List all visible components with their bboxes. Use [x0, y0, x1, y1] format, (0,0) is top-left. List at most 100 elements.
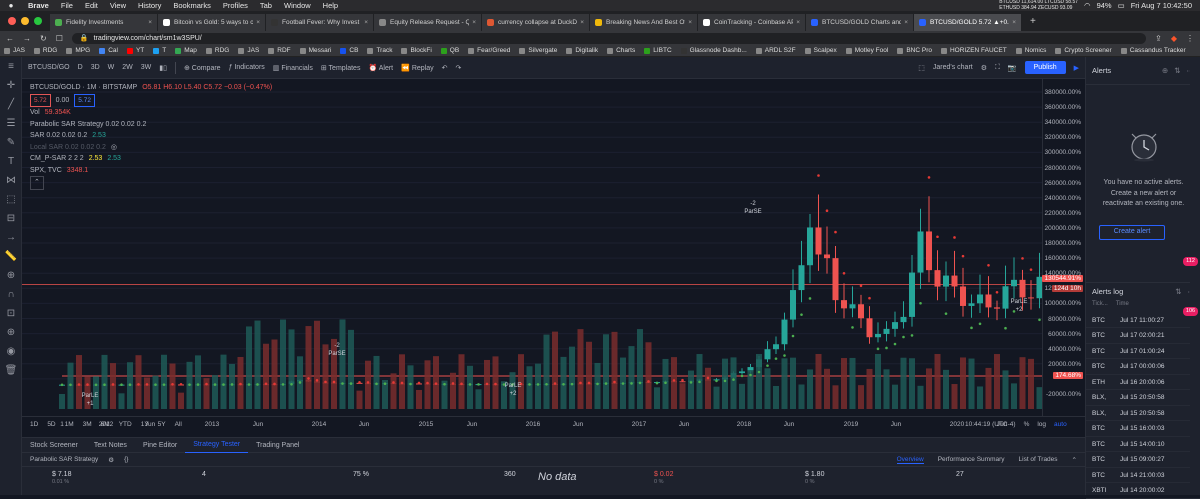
brave-shield-icon[interactable]: ◆: [1170, 33, 1177, 43]
expand-icon[interactable]: ⌃: [1071, 456, 1077, 464]
col-time[interactable]: Time: [1115, 301, 1129, 307]
bookmark-item[interactable]: BNC Pro: [897, 47, 932, 54]
bookmark-item[interactable]: RDF: [268, 47, 291, 54]
forward-icon[interactable]: →: [23, 33, 31, 43]
reload-icon[interactable]: ↻: [40, 33, 47, 43]
alert-log-row[interactable]: BLX, Jul 15 20:50:58: [1086, 406, 1200, 421]
new-tab-button[interactable]: +: [1030, 15, 1036, 27]
ruler-icon[interactable]: 📏: [4, 251, 18, 262]
minimize-window-icon[interactable]: [21, 17, 29, 25]
create-alert-button[interactable]: Create alert: [1099, 225, 1165, 240]
bookmark-item[interactable]: JAS: [238, 47, 259, 54]
spx-legend[interactable]: SPX, TVC: [30, 166, 62, 174]
url-input[interactable]: 🔒 tradingview.com/chart/sm1w3SPU/: [71, 32, 1147, 44]
bookmark-item[interactable]: Glassnode Dashb...: [680, 47, 747, 54]
strategy-legend[interactable]: Parabolic SAR Strategy 0.02 0.02 0.2: [30, 120, 147, 128]
alert-log-row[interactable]: BTC Jul 15 09:00:27: [1086, 453, 1200, 468]
bookmark-item[interactable]: Motley Fool: [845, 47, 888, 54]
close-tab-icon[interactable]: ×: [904, 19, 908, 26]
interval-d[interactable]: D: [77, 64, 83, 71]
close-window-icon[interactable]: [8, 17, 16, 25]
text-icon[interactable]: T: [7, 156, 15, 167]
col-ticker[interactable]: Tick...: [1092, 301, 1108, 307]
back-icon[interactable]: ←: [6, 33, 14, 43]
close-tab-icon[interactable]: ×: [796, 19, 800, 26]
alert-log-row[interactable]: BTC Jul 17 02:00:21: [1086, 329, 1200, 344]
zoom-window-icon[interactable]: [34, 17, 42, 25]
bookmark-item[interactable]: CB: [340, 47, 358, 54]
apple-icon[interactable]: ●: [8, 1, 14, 10]
pattern-icon[interactable]: ⋈: [6, 175, 16, 186]
range-button[interactable]: 6M: [100, 421, 110, 428]
tab-pine-editor[interactable]: Pine Editor: [142, 441, 178, 449]
local-sar-legend[interactable]: Local SAR 0.02 0.02 0.2: [30, 143, 106, 151]
brush-icon[interactable]: ✎: [6, 137, 16, 148]
alert-log-row[interactable]: ETH Jul 16 20:00:06: [1086, 375, 1200, 390]
bookmark-icon[interactable]: ☐: [55, 33, 63, 43]
menu-icon[interactable]: ≡: [8, 61, 14, 72]
close-tab-icon[interactable]: ×: [256, 19, 260, 26]
symbol-search[interactable]: BTCUSD/GO: [28, 64, 70, 71]
auto-toggle[interactable]: auto: [1054, 421, 1067, 428]
collapse-legend-icon[interactable]: ⌃: [30, 176, 44, 190]
chart-type-icon[interactable]: ▮▯: [159, 64, 167, 72]
chart-pane[interactable]: ParLE +1 -2 ParSE ParLE +2 -2 ParSE ParLE +2 BTCU…: [22, 79, 1085, 416]
interval-3d[interactable]: 3D: [90, 64, 100, 71]
browser-tab[interactable]: CoinTracking - Coinbase API Im×: [698, 14, 806, 31]
browser-tab[interactable]: Football Fever: Why Invest in the×: [266, 14, 374, 31]
sort-icon[interactable]: ⇅: [1174, 66, 1181, 75]
wifi-icon[interactable]: ◠: [1084, 1, 1091, 10]
lock-drawings-icon[interactable]: ⊡: [6, 308, 16, 319]
redo-icon[interactable]: ↷: [455, 64, 462, 72]
bookmark-item[interactable]: ARDL S2F: [755, 47, 796, 54]
bookmark-item[interactable]: Silvergate: [519, 47, 557, 54]
tab-stock-screener[interactable]: Stock Screener: [30, 441, 78, 449]
subtab-list-of-trades[interactable]: List of Trades: [1018, 455, 1058, 463]
bookmark-item[interactable]: Crypto Screener: [1055, 47, 1112, 54]
menu-window[interactable]: Window: [283, 1, 311, 10]
bookmark-item[interactable]: RDG: [205, 47, 229, 54]
close-tab-icon[interactable]: ×: [688, 19, 692, 26]
alert-button[interactable]: ⏰ Alert: [368, 64, 394, 72]
vol-label[interactable]: Vol: [30, 109, 40, 116]
bookmark-item[interactable]: QB: [440, 47, 459, 54]
settings-icon[interactable]: ⚙: [980, 64, 988, 72]
browser-tab[interactable]: Breaking News And Best Of The×: [590, 14, 698, 31]
range-button[interactable]: 5D: [47, 421, 56, 428]
lock-icon[interactable]: ⊕: [6, 327, 16, 338]
bookmark-item[interactable]: HORIZEN FAUCET: [940, 47, 1007, 54]
bookmark-item[interactable]: RDG: [33, 47, 57, 54]
crypto-ticker[interactable]: BTCUSD 11,614.00 LTCUSD 58.57 ETHUSD 384…: [999, 0, 1079, 11]
alert-log-row[interactable]: XBTI Jul 14 20:00:02: [1086, 484, 1200, 499]
bookmark-item[interactable]: Cassandus Tracker: [1120, 47, 1186, 54]
bookmark-item[interactable]: Fear/Greed: [468, 47, 510, 54]
alert-log-row[interactable]: BTC Jul 14 21:00:03: [1086, 468, 1200, 483]
notification-badge[interactable]: 106: [1183, 307, 1198, 316]
bookmark-item[interactable]: Charts: [607, 47, 635, 54]
bookmark-item[interactable]: Track: [367, 47, 392, 54]
menu-bookmarks[interactable]: Bookmarks: [173, 1, 211, 10]
price-axis[interactable]: 380000.00% 360000.00% 340000.00% 320000.00%…: [1042, 79, 1085, 416]
tab-trading-panel[interactable]: Trading Panel: [256, 441, 300, 449]
alert-log-row[interactable]: BTC Jul 15 16:00:03: [1086, 422, 1200, 437]
menu-view[interactable]: View: [109, 1, 127, 10]
filter-icon[interactable]: ⇅: [1175, 287, 1182, 296]
layout-name[interactable]: Jared's chart: [932, 64, 973, 71]
browser-tab[interactable]: BTCUSD/GOLD 5.72 ▲+0.35%×: [914, 14, 1022, 31]
strategy-select[interactable]: Parabolic SAR Strategy: [30, 456, 99, 463]
alert-log-row[interactable]: BTC Jul 17 01:00:24: [1086, 344, 1200, 359]
bookmark-item[interactable]: YT: [126, 47, 144, 54]
utc-clock[interactable]: 10:44:19 (UTC-4): [965, 421, 1016, 428]
extensions-icon[interactable]: ⋮: [1186, 33, 1194, 43]
prediction-icon[interactable]: ⬚: [6, 194, 16, 205]
trash-icon[interactable]: 🗑: [4, 365, 18, 376]
measure-icon[interactable]: ⊟: [6, 213, 16, 224]
bookmark-item[interactable]: MPG: [66, 47, 90, 54]
range-button[interactable]: 3M: [82, 421, 92, 428]
percent-toggle[interactable]: %: [1023, 421, 1030, 428]
sar-legend[interactable]: SAR 0.02 0.02 0.2: [30, 132, 88, 139]
symbol-title[interactable]: BTCUSD/GOLD · 1M · BITSTAMP: [30, 84, 138, 91]
clock[interactable]: Fri Aug 7 10:42:50: [1130, 1, 1192, 10]
bookmark-item[interactable]: BlockFi: [401, 47, 432, 54]
compare-button[interactable]: ⊕ Compare: [183, 64, 221, 72]
